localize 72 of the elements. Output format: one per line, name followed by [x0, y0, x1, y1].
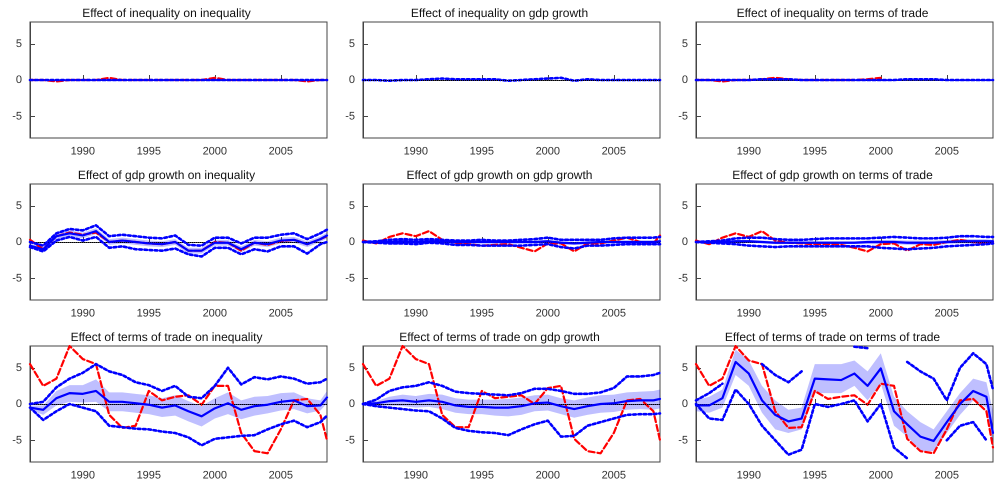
y-tick-label: 5	[682, 200, 688, 212]
y-tick-label: 0	[348, 398, 355, 410]
x-tick-label: 1990	[404, 470, 428, 482]
y-tick-label: 5	[348, 362, 355, 374]
x-tick-label: 1995	[802, 146, 828, 158]
chart-title: Effect of inequality on gdp growth	[410, 6, 588, 20]
y-tick-label: -5	[345, 434, 355, 446]
x-tick-label: 2000	[536, 308, 560, 320]
x-tick-label: 1990	[70, 146, 96, 158]
chart-title: Effect of gdp growth on terms of trade	[732, 168, 934, 182]
x-tick-label: 1995	[470, 470, 494, 482]
x-tick-label: 1990	[70, 308, 96, 320]
x-tick-label: 2005	[934, 470, 960, 482]
x-tick-label: 2005	[602, 146, 626, 158]
x-tick-label: 2005	[268, 146, 294, 158]
y-tick-label: 0	[682, 236, 688, 248]
y-tick-label: 0	[348, 236, 355, 248]
x-tick-label: 2005	[934, 146, 960, 158]
x-tick-label: 2000	[536, 470, 560, 482]
y-tick-label: 5	[16, 38, 22, 50]
chart-title: Effect of inequality on terms of trade	[736, 6, 929, 20]
x-tick-label: 1990	[70, 470, 96, 482]
x-tick-label: 1990	[736, 146, 762, 158]
y-tick-label: 0	[348, 74, 355, 86]
x-tick-label: 2000	[868, 308, 894, 320]
chart-title: Effect of terms of trade on inequality	[70, 330, 262, 344]
y-tick-label: 0	[16, 398, 22, 410]
x-tick-label: 2000	[536, 146, 560, 158]
x-tick-label: 1995	[136, 308, 162, 320]
x-tick-label: 1995	[136, 470, 162, 482]
y-tick-label: 5	[348, 200, 355, 212]
y-tick-label: 0	[682, 74, 688, 86]
x-tick-label: 1990	[404, 308, 428, 320]
x-tick-label: 2000	[202, 470, 228, 482]
y-tick-label: 5	[348, 38, 355, 50]
y-tick-label: -5	[12, 434, 22, 446]
chart-title: Effect of terms of trade on terms of trade	[724, 330, 940, 344]
x-tick-label: 1995	[802, 470, 828, 482]
chart-title: Effect of gdp growth on gdp growth	[406, 168, 592, 182]
y-tick-label: 5	[16, 200, 22, 212]
chart-title: Effect of inequality on inequality	[82, 6, 251, 20]
chart-title: Effect of terms of trade on gdp growth	[399, 330, 600, 344]
x-tick-label: 2005	[934, 308, 960, 320]
x-tick-label: 2005	[268, 470, 294, 482]
x-tick-label: 2005	[268, 308, 294, 320]
y-tick-label: -5	[12, 272, 22, 284]
x-tick-label: 1995	[470, 308, 494, 320]
y-tick-label: 0	[16, 74, 22, 86]
y-tick-label: -5	[678, 272, 688, 284]
x-tick-label: 1995	[136, 146, 162, 158]
y-tick-label: 0	[16, 236, 22, 248]
x-tick-label: 2005	[602, 308, 626, 320]
y-tick-label: -5	[678, 110, 688, 122]
x-tick-label: 1995	[470, 146, 494, 158]
x-tick-label: 1990	[404, 146, 428, 158]
y-tick-label: 0	[682, 398, 688, 410]
chart-title: Effect of gdp growth on inequality	[78, 168, 256, 182]
y-tick-label: -5	[345, 110, 355, 122]
y-tick-label: -5	[345, 272, 355, 284]
x-tick-label: 1995	[802, 308, 828, 320]
y-tick-label: -5	[12, 110, 22, 122]
x-tick-label: 2000	[868, 146, 894, 158]
x-tick-label: 2000	[202, 146, 228, 158]
y-tick-label: -5	[678, 434, 688, 446]
x-tick-label: 1990	[736, 308, 762, 320]
x-tick-label: 2000	[202, 308, 228, 320]
x-tick-label: 1990	[736, 470, 762, 482]
y-tick-label: 5	[682, 38, 688, 50]
y-tick-label: 5	[16, 362, 22, 374]
x-tick-label: 2005	[602, 470, 626, 482]
y-tick-label: 5	[682, 362, 688, 374]
x-tick-label: 2000	[868, 470, 894, 482]
